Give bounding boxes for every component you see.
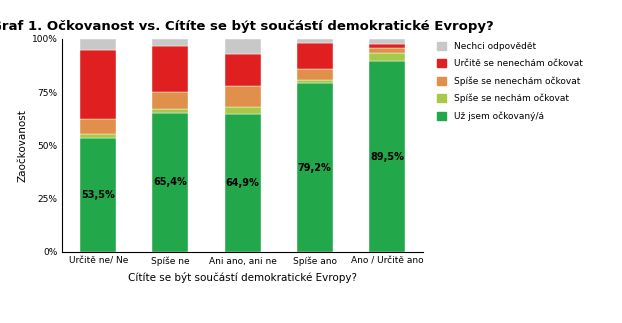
Bar — [152, 109, 188, 112]
Bar — [369, 44, 405, 48]
Bar — [80, 138, 116, 252]
X-axis label: Cítíte se být součástí demokratické Evropy?: Cítíte se být součástí demokratické Evro… — [128, 272, 357, 283]
Text: 89,5%: 89,5% — [370, 151, 404, 162]
Bar — [225, 39, 261, 54]
Bar — [152, 112, 188, 252]
Bar — [297, 69, 333, 80]
Bar — [369, 53, 405, 61]
Bar — [152, 92, 188, 109]
Bar — [80, 50, 116, 119]
Bar — [225, 54, 261, 86]
Bar — [225, 107, 261, 114]
Bar — [297, 39, 333, 43]
Bar — [369, 61, 405, 252]
Text: 65,4%: 65,4% — [154, 177, 187, 187]
Bar — [152, 39, 188, 47]
Bar — [80, 134, 116, 138]
Bar — [80, 39, 116, 50]
Bar — [225, 86, 261, 107]
Text: 53,5%: 53,5% — [81, 190, 115, 200]
Text: 64,9%: 64,9% — [226, 178, 259, 188]
Bar — [297, 80, 333, 83]
Bar — [80, 119, 116, 134]
Text: 79,2%: 79,2% — [298, 162, 332, 172]
Bar — [369, 39, 405, 44]
Y-axis label: Zaočkovanost: Zaočkovanost — [17, 109, 27, 182]
Bar — [297, 83, 333, 252]
Bar — [297, 43, 333, 69]
Legend: Nechci odpovědět, Určitě se nenechám očkovat, Spíše se nenechám očkovat, Spíše s: Nechci odpovědět, Určitě se nenechám očk… — [435, 39, 585, 124]
Bar — [369, 48, 405, 53]
Bar — [152, 47, 188, 92]
Bar — [225, 114, 261, 252]
Title: Graf 1. Očkovanost vs. Cítíte se být součástí demokratické Evropy?: Graf 1. Očkovanost vs. Cítíte se být sou… — [0, 20, 494, 33]
